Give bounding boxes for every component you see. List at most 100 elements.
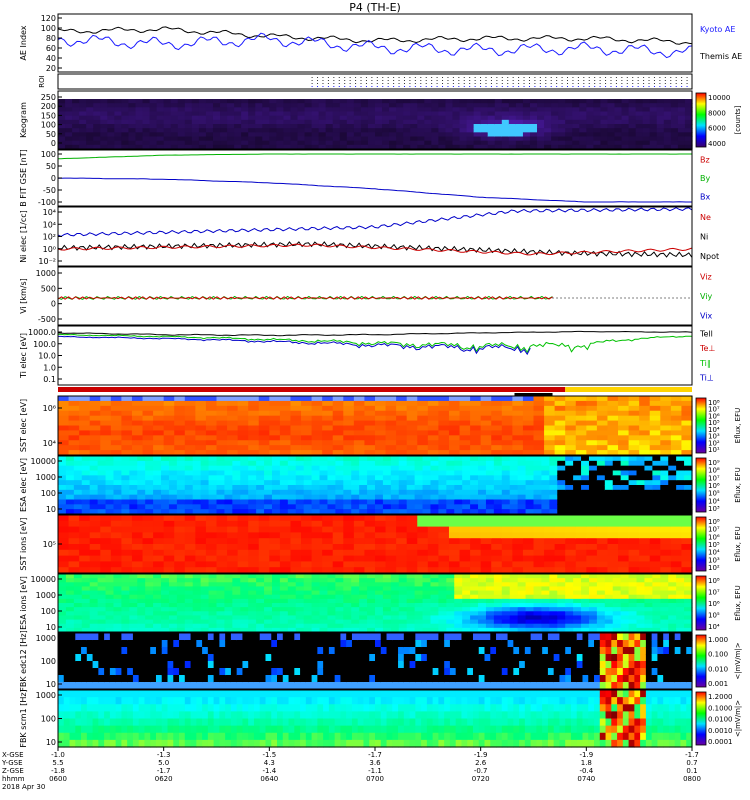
sst-ion-cell <box>205 526 218 533</box>
keogram-cell <box>212 103 221 108</box>
esa-ion-cell <box>351 627 360 633</box>
esa-ion-cell <box>398 627 408 633</box>
esa-ion-cell <box>367 598 376 604</box>
esa-elec-cell <box>153 475 162 481</box>
sst-elec-cell <box>470 396 482 402</box>
esa-elec-cell <box>359 470 368 476</box>
fbk-e12-cell <box>115 647 122 655</box>
esa-elec-cell <box>382 485 392 491</box>
esa-ion-cell <box>620 611 630 617</box>
keogram-cell <box>473 144 482 150</box>
esa-ion-cell <box>493 598 503 604</box>
keogram-cell <box>537 128 545 133</box>
keogram-cell <box>170 132 179 138</box>
sst-elec-cell <box>438 405 450 412</box>
esa-elec-cell <box>509 470 519 476</box>
fbk-e12-cell <box>69 682 76 690</box>
esa-ion-cell <box>335 582 344 588</box>
esa-ion-cell <box>65 598 75 604</box>
keogram-cell <box>614 128 623 133</box>
keogram-cell <box>389 132 397 138</box>
sst-ion-cell <box>227 532 239 539</box>
esa-ion-cell <box>588 603 598 608</box>
esa-ion-cell <box>533 586 543 592</box>
fbk-e12-cell <box>282 640 290 648</box>
sst-elec-cell <box>448 410 461 417</box>
sst-elec-cell <box>237 396 249 402</box>
esa-ion-cell <box>660 582 669 588</box>
esa-ion-cell <box>375 623 384 629</box>
esa-ion-cell <box>501 627 511 633</box>
sst-ion-cell <box>89 532 101 539</box>
esa-elec-cell <box>248 465 257 472</box>
keogram-cell <box>128 99 137 104</box>
esa-ion-cell <box>422 607 432 612</box>
esa-ion-cell <box>390 619 400 625</box>
sst-ion-cell <box>332 549 344 557</box>
esa-ion-cell <box>145 607 154 612</box>
fbk-e12-cell <box>392 654 399 662</box>
esa-elec-cell <box>319 460 329 467</box>
sst-ion-cell <box>237 555 249 562</box>
esa-ion-cell <box>478 590 487 596</box>
keogram-cell <box>656 124 665 129</box>
esa-elec-cell <box>588 456 598 462</box>
sst-elec-cell <box>501 415 513 422</box>
sst-ion-cell <box>512 549 524 557</box>
sst-ion-cell <box>544 567 556 574</box>
sst-elec-cell <box>153 410 165 417</box>
keogram-cell <box>332 140 341 146</box>
keogram-cell <box>220 115 228 121</box>
keogram-cell <box>304 111 313 117</box>
keogram-cell <box>149 132 158 138</box>
esa-ion-cell <box>256 598 265 604</box>
keogram-cell <box>297 140 306 146</box>
esa-elec-cell <box>121 494 130 501</box>
esa-ion-cell <box>65 578 75 583</box>
sst-elec-cell <box>100 420 112 427</box>
keogram-cell <box>163 119 172 125</box>
esa-elec-cell <box>248 494 257 501</box>
esa-ion-cell <box>153 627 162 633</box>
sst-elec-cell <box>110 396 122 402</box>
keogram-cell <box>184 128 193 133</box>
esa-ion-cell <box>224 578 233 583</box>
esa-elec-cell <box>176 475 186 481</box>
sst-elec-cell <box>639 400 651 407</box>
keogram-cell <box>311 115 320 121</box>
esa-ion-cell <box>256 574 265 579</box>
esa-ion-cell <box>478 574 487 579</box>
fbk-e12-cell <box>202 640 209 648</box>
fbk-e12-cell <box>190 682 197 690</box>
esa-elec-cell <box>454 480 463 486</box>
keogram-cell <box>114 124 122 129</box>
keogram-cell <box>614 107 623 113</box>
esa-ion-cell <box>121 590 130 596</box>
esa-ion-cell <box>644 603 653 608</box>
sst-ion-cell <box>607 544 619 551</box>
esa-elec-cell <box>438 480 447 486</box>
sst-elec-cell <box>142 405 154 412</box>
keogram-cell <box>220 124 228 129</box>
keogram-cell <box>156 136 165 142</box>
esa-ion-cell <box>676 615 685 621</box>
keogram-cell <box>389 124 397 129</box>
fbk-e12-cell <box>207 661 215 669</box>
sst-elec-cell <box>491 440 503 446</box>
keogram-cell <box>551 132 559 138</box>
fbk-e12-cell <box>121 682 128 690</box>
keogram-cell <box>255 140 263 146</box>
sst-elec-cell <box>596 450 609 456</box>
keogram-cell <box>332 115 341 121</box>
fbk-e12-cell <box>248 647 255 655</box>
esa-elec-cell <box>501 504 511 510</box>
esa-ion-cell <box>176 586 186 592</box>
sst-ion-cell <box>332 561 344 568</box>
sst-elec-cell <box>491 405 503 412</box>
keogram-cell <box>283 107 292 113</box>
keogram-cell <box>572 136 580 142</box>
sst-elec-cell <box>68 415 80 422</box>
sst-elec-cell <box>501 450 513 456</box>
sst-ion-cell <box>174 555 186 562</box>
esa-elec-cell <box>525 509 535 515</box>
